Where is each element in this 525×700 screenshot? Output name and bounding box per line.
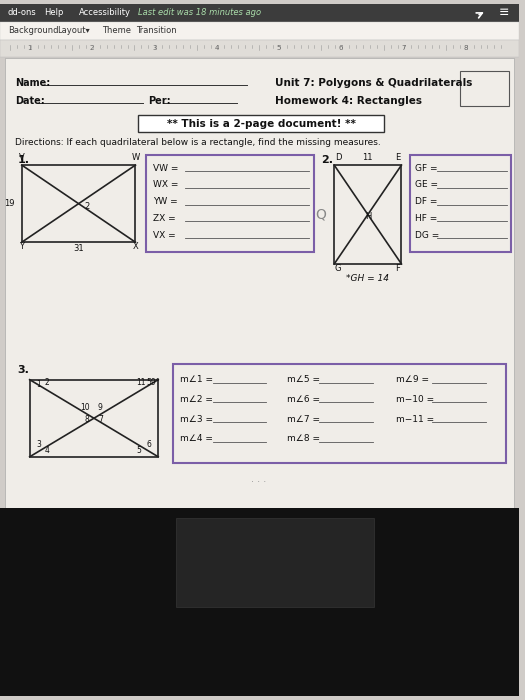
Text: D: D	[335, 153, 341, 162]
Bar	[30, 379, 158, 457]
Text: WX =: WX =	[153, 181, 178, 190]
Text: 4: 4	[214, 46, 219, 51]
Text: G: G	[335, 264, 341, 273]
Text: 31: 31	[74, 244, 84, 253]
Text: Homework 4: Rectangles: Homework 4: Rectangles	[275, 96, 422, 106]
Text: m∠2 =: m∠2 =	[180, 395, 213, 404]
Text: 19: 19	[4, 199, 15, 208]
Text: 8: 8	[464, 46, 468, 51]
Text: GF =: GF =	[415, 164, 438, 173]
Bar	[0, 22, 519, 39]
Text: Help: Help	[45, 8, 64, 18]
Text: W: W	[131, 153, 140, 162]
Text: . . .: . . .	[251, 473, 267, 484]
Bar	[139, 115, 384, 132]
Text: Unit 7: Polygons & Quadrilaterals: Unit 7: Polygons & Quadrilaterals	[275, 78, 472, 88]
Text: Directions: If each quadrilateral below is a rectangle, find the missing measure: Directions: If each quadrilateral below …	[15, 138, 381, 147]
Bar	[460, 71, 509, 106]
Text: Layout▾: Layout▾	[57, 26, 90, 35]
Text: YW =: YW =	[153, 197, 178, 206]
Text: 8: 8	[84, 415, 89, 424]
Text: ≡: ≡	[499, 6, 510, 20]
Text: 9: 9	[98, 403, 103, 412]
Text: F: F	[395, 264, 400, 273]
Text: DF =: DF =	[415, 197, 438, 206]
Text: 11: 11	[363, 153, 373, 162]
Text: 3: 3	[152, 46, 156, 51]
Bar	[411, 155, 511, 252]
Bar	[176, 518, 374, 607]
Text: m∠9 =: m∠9 =	[395, 375, 428, 384]
Text: H: H	[365, 212, 371, 221]
Text: m∠8 =: m∠8 =	[287, 435, 320, 444]
Text: 6: 6	[146, 440, 151, 449]
Text: Q: Q	[315, 207, 326, 221]
Text: 7: 7	[98, 415, 103, 424]
Text: 1: 1	[37, 379, 41, 389]
Text: Theme: Theme	[102, 26, 131, 35]
Text: Background: Background	[8, 26, 58, 35]
Text: m∠5 =: m∠5 =	[287, 375, 320, 384]
Bar	[173, 364, 506, 463]
Text: 11: 11	[136, 377, 146, 386]
Text: 6: 6	[339, 46, 343, 51]
Text: m∠7 =: m∠7 =	[287, 414, 320, 424]
Text: Per:: Per:	[149, 96, 171, 106]
Text: 2: 2	[90, 46, 94, 51]
Bar	[22, 165, 135, 242]
Text: 2.: 2.	[321, 155, 333, 165]
Text: Transition: Transition	[136, 26, 177, 35]
Text: 5: 5	[277, 46, 281, 51]
Bar	[0, 39, 519, 57]
Text: m∠6 =: m∠6 =	[287, 395, 320, 404]
Bar	[334, 165, 402, 264]
Text: X: X	[133, 242, 139, 251]
Text: HF =: HF =	[415, 214, 437, 223]
Text: E: E	[395, 153, 400, 162]
Text: m∠1 =: m∠1 =	[180, 375, 213, 384]
Bar	[0, 4, 519, 22]
Text: DG =: DG =	[415, 231, 439, 240]
Bar	[0, 508, 519, 696]
Text: *GH = 14: *GH = 14	[346, 274, 390, 283]
Text: m∠4 =: m∠4 =	[180, 435, 213, 444]
Text: 3: 3	[37, 440, 41, 449]
Bar	[5, 58, 514, 647]
Text: VW =: VW =	[153, 164, 178, 173]
Text: 10: 10	[80, 403, 90, 412]
Text: Y: Y	[19, 242, 24, 251]
Text: VX =: VX =	[153, 231, 176, 240]
Text: 1: 1	[27, 46, 32, 51]
Text: m∠3 =: m∠3 =	[180, 414, 213, 424]
Text: dd-ons: dd-ons	[8, 8, 37, 18]
Text: Last edit was 18 minutes ago: Last edit was 18 minutes ago	[139, 8, 261, 18]
Text: 3.: 3.	[18, 365, 30, 374]
Text: Date:: Date:	[15, 96, 45, 106]
Text: ZX =: ZX =	[153, 214, 176, 223]
Text: GE =: GE =	[415, 181, 438, 190]
Text: 59°: 59°	[146, 377, 160, 386]
Text: 7: 7	[401, 46, 406, 51]
Text: m−11 =: m−11 =	[395, 414, 434, 424]
Text: ** This is a 2-page document! **: ** This is a 2-page document! **	[166, 118, 355, 129]
Text: 4: 4	[45, 446, 49, 455]
Text: Accessibility: Accessibility	[79, 8, 131, 18]
Text: 5: 5	[136, 446, 141, 455]
Text: m−10 =: m−10 =	[395, 395, 434, 404]
Text: 2: 2	[84, 202, 89, 211]
Text: 2: 2	[45, 377, 49, 386]
Bar	[146, 155, 314, 252]
Text: V: V	[19, 153, 25, 162]
Text: Name:: Name:	[15, 78, 50, 88]
Text: 1.: 1.	[18, 155, 30, 165]
